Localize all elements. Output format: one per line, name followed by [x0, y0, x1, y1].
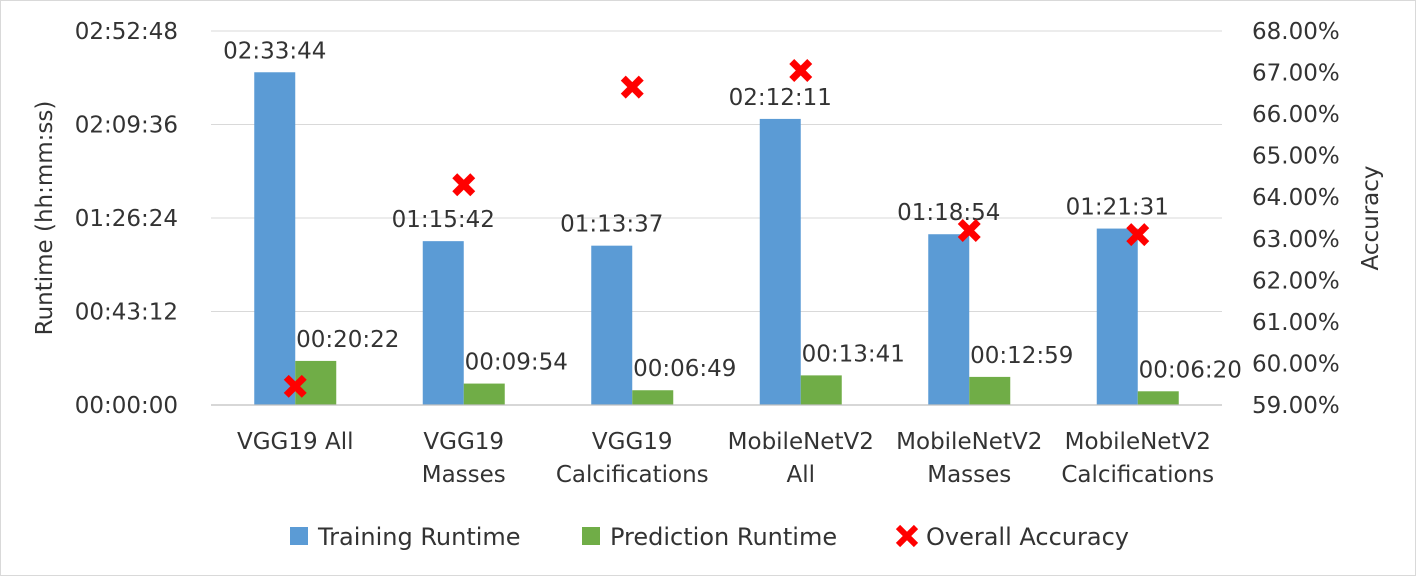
training-runtime-bar — [928, 234, 970, 405]
y-right-tick-label: 61.00% — [1252, 310, 1340, 336]
y-right-tick-label: 68.00% — [1252, 19, 1340, 45]
bars — [254, 72, 1179, 406]
prediction-runtime-label: 00:13:41 — [802, 341, 905, 367]
y-right-tick-label: 67.00% — [1252, 61, 1340, 87]
y-right-axis-title: Accuracy — [1358, 165, 1384, 270]
y-left-tick-label: 02:09:36 — [75, 113, 178, 139]
accuracy-marker — [789, 59, 813, 82]
y-right-tick-label: 60.00% — [1252, 351, 1340, 377]
accuracy-marker — [957, 218, 981, 242]
y-left-tick-label: 01:26:24 — [75, 206, 178, 232]
prediction-runtime-bar — [800, 375, 842, 405]
prediction-runtime-bar — [1137, 391, 1179, 405]
axes: 00:00:00 00:43:12 01:26:24 02:09:36 02:52:48… — [32, 19, 1384, 488]
training-runtime-label: 01:13:37 — [560, 212, 663, 238]
training-runtime-bar — [254, 72, 296, 406]
legend-item: Prediction Runtime — [582, 523, 837, 551]
training-runtime-label: 01:18:54 — [897, 200, 1000, 226]
y-right-tick-label: 66.00% — [1252, 102, 1340, 128]
prediction-runtime-label: 00:12:59 — [970, 343, 1073, 369]
category-label: VGG19 — [423, 429, 504, 455]
y-left-tick-label: 00:00:00 — [75, 393, 178, 419]
category-label: Calcifications — [1061, 462, 1214, 488]
y-left-axis-title: Runtime (hh:mm:ss) — [32, 101, 58, 336]
category-label: MobileNetV2 — [896, 429, 1042, 455]
category-label: Masses — [422, 462, 506, 488]
legend-swatch — [290, 527, 308, 545]
legend-item: Training Runtime — [290, 523, 521, 551]
training-runtime-bar — [1096, 228, 1138, 405]
category-label: VGG19 — [592, 429, 673, 455]
prediction-runtime-bar — [969, 376, 1011, 405]
accuracy-markers — [283, 59, 1150, 398]
category-label: MobileNetV2 — [1065, 429, 1211, 455]
legend-label: Prediction Runtime — [610, 523, 837, 551]
training-runtime-bar — [759, 118, 801, 406]
legend-item: Overall Accuracy — [895, 523, 1129, 551]
category-label: Masses — [927, 462, 1011, 488]
gridlines — [211, 30, 1222, 312]
legend-label: Overall Accuracy — [926, 523, 1129, 551]
y-right-tick-label: 62.00% — [1252, 268, 1340, 294]
training-runtime-label: 02:33:44 — [223, 38, 326, 64]
prediction-runtime-bar — [463, 383, 505, 405]
y-right-tick-label: 59.00% — [1252, 393, 1340, 419]
y-right-tick-label: 64.00% — [1252, 185, 1340, 211]
legend-swatch — [895, 524, 919, 548]
legend-label: Training Runtime — [317, 523, 521, 551]
accuracy-marker — [1126, 223, 1150, 247]
prediction-runtime-label: 00:06:49 — [633, 356, 736, 382]
training-runtime-bar — [591, 245, 633, 405]
y-left-tick-label: 00:43:12 — [75, 300, 178, 326]
prediction-runtime-bar — [632, 390, 674, 405]
y-left-tick-label: 02:52:48 — [75, 19, 178, 45]
category-label: VGG19 All — [237, 429, 353, 455]
training-runtime-label: 01:21:31 — [1066, 195, 1169, 221]
y-right-tick-label: 63.00% — [1252, 227, 1340, 253]
legend: Training Runtime Prediction Runtime Overal… — [290, 523, 1129, 551]
y-right-tick-label: 65.00% — [1252, 144, 1340, 170]
prediction-runtime-label: 00:20:22 — [296, 327, 399, 353]
training-runtime-label: 02:12:11 — [729, 85, 832, 111]
accuracy-marker — [283, 374, 307, 398]
accuracy-marker — [452, 173, 476, 197]
training-runtime-label: 01:15:42 — [392, 207, 495, 233]
category-label: Calcifications — [556, 462, 709, 488]
data-labels: 02:33:44 00:20:22 01:15:42 00:09:54 01:13:37… — [223, 38, 1242, 383]
legend-swatch — [582, 527, 600, 545]
category-label: MobileNetV2 — [728, 429, 874, 455]
prediction-runtime-label: 00:09:54 — [465, 350, 568, 376]
training-runtime-bar — [422, 241, 464, 405]
accuracy-marker — [620, 75, 644, 99]
category-label: All — [786, 462, 815, 488]
prediction-runtime-label: 00:06:20 — [1139, 357, 1242, 383]
